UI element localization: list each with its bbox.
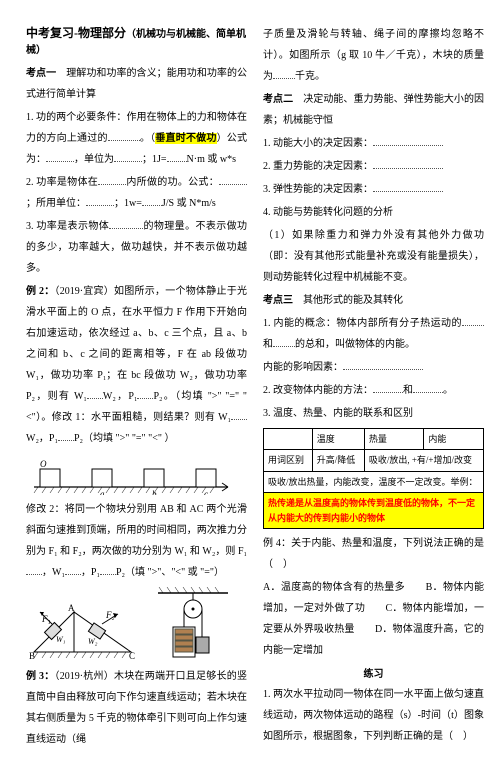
r3d: 内能的影响因素： [263,362,343,373]
kd2-label: 考点二 [263,94,293,105]
s2e: J/S 或 N*m/s [162,198,216,209]
ex4a: 例 4：关于内能、热量和温度，下列说法正确的是（ ） [263,538,484,570]
tr-hl: 热传递是从温度高的物体传到温度低的物体，不一定从内能大的传到内能小的物体 [264,493,484,529]
s1f: N·m 或 w*s [187,154,236,165]
tr1b: 升高/降低 [312,450,364,471]
s1-hl: 垂直时不做功 [155,133,216,144]
svg-text:C: C [129,651,135,661]
s3a: 3. 功率是表示物体 [26,221,109,232]
ex2-text: （2019·宜宾）如图所示，一个物体静止于光滑水平面上的 O 点，在水平恒力 F… [26,286,247,402]
r2d: 4. 动能与势能转化问题的分析 [263,207,393,218]
svg-text:a: a [100,489,105,495]
r3b: 和 [263,339,273,350]
r3f: 和 [403,385,413,396]
ex2-p2b: P₂（均填 ">" "=" "<" ） [74,433,174,444]
lx1: 1. 两次水平拉动同一物体在同一水平面上做匀速直线运动，两次物体运动的路程（s）… [263,689,484,742]
s2b: 内所做的功。公式： [126,177,219,188]
lx-heading: 练习 [263,665,484,680]
tr1a: 用词区别 [264,450,313,471]
th3: 内能 [424,429,484,450]
svg-text:F₁: F₁ [41,614,51,624]
r3a: 1. 内能的概念：物体内部所有分子热运动的 [263,318,462,329]
s1d: ，单位为 [74,154,114,165]
ex2-w2a: W₂，P₁ [103,391,138,402]
svg-text:W₂: W₂ [88,637,98,646]
ex3-label: 例 3： [26,671,54,682]
r3c: 的总和，叫做物体的内能。 [295,339,415,350]
r2b: 2. 重力势能的决定因素： [263,161,373,172]
svg-text:F₂: F₂ [105,610,115,620]
mod2c: ，P₁ [81,567,100,578]
r2e: （1）如果除重力和弹力外没有其他外力做功（即：没有其他形式能量补充或没有能量损失… [263,230,484,283]
kd3-text: 其他形式的能及其转化 [303,295,403,306]
svg-text:A: A [68,603,75,613]
kd2-text: 决定动能、重力势能、弹性势能大小的因素；机械能守恒 [263,94,484,126]
th1: 温度 [312,429,364,450]
tr2a: 吸收/放出热量，内能改变，温度不一定改变。举例： [264,471,484,492]
r3h: 3. 温度、热量、内能的联系和区别 [263,408,413,419]
kd1-label: 考点一 [26,68,56,79]
svg-text:c: c [204,489,208,495]
r2a: 1. 动能大小的决定因素： [263,138,373,149]
kd1-text: 理解功和功率的含义；能用功和功率的公式进行简单计算 [26,68,247,100]
compare-table: 温度 热量 内能 用词区别 升高/降低 吸收/放出, +有/+增加/改变 吸收/… [263,428,484,529]
ex2-w2b: W₂，P₁ [26,433,58,444]
s2c: ；所用单位： [26,198,86,209]
svg-text:W₁: W₁ [56,635,66,644]
svg-text:B: B [29,651,35,661]
mod2d: P₂（填 ">"、"<" 或 "="） [116,567,224,578]
figure-blocks-track: O a b c [26,453,247,495]
ex3-text: （2019·杭州）木块在两端开口且足够长的竖直筒中自由释放可向下作匀速直线运动；… [26,671,247,745]
s2d: ；1w= [114,198,142,209]
svg-text:O: O [40,459,47,469]
tr1c: 吸收/放出, +有/+增加/改变 [364,450,483,471]
r3g: 。 [443,385,453,396]
r1b: 千克。 [295,71,325,82]
r3e: 2. 改变物体内能的方法： [263,385,373,396]
svg-text:b: b [152,489,157,495]
mod2a: 修改 2：将同一个物块分别用 AB 和 AC 两个光滑斜面匀速推到顶端，所用的时… [26,504,247,557]
s2a: 2. 功率是物体在 [26,177,98,188]
mod2b: ，W₁ [42,567,65,578]
s1e: ；1J= [142,154,167,165]
r2c: 3. 弹性势能的决定因素： [263,184,373,195]
figure-incline-pulley: A B C F₁ F₂ W₁ W₂ [26,587,247,662]
th2: 热量 [364,429,424,450]
ex4b: A．温度高的物体含有的热量多 B．物体内能增加，一定对外做了功 C．物体内能增加… [263,582,484,656]
kd3-label: 考点三 [263,295,293,306]
title-main: 中考复习-物理部分 [26,26,126,40]
ex2-label: 例 2： [26,286,54,297]
